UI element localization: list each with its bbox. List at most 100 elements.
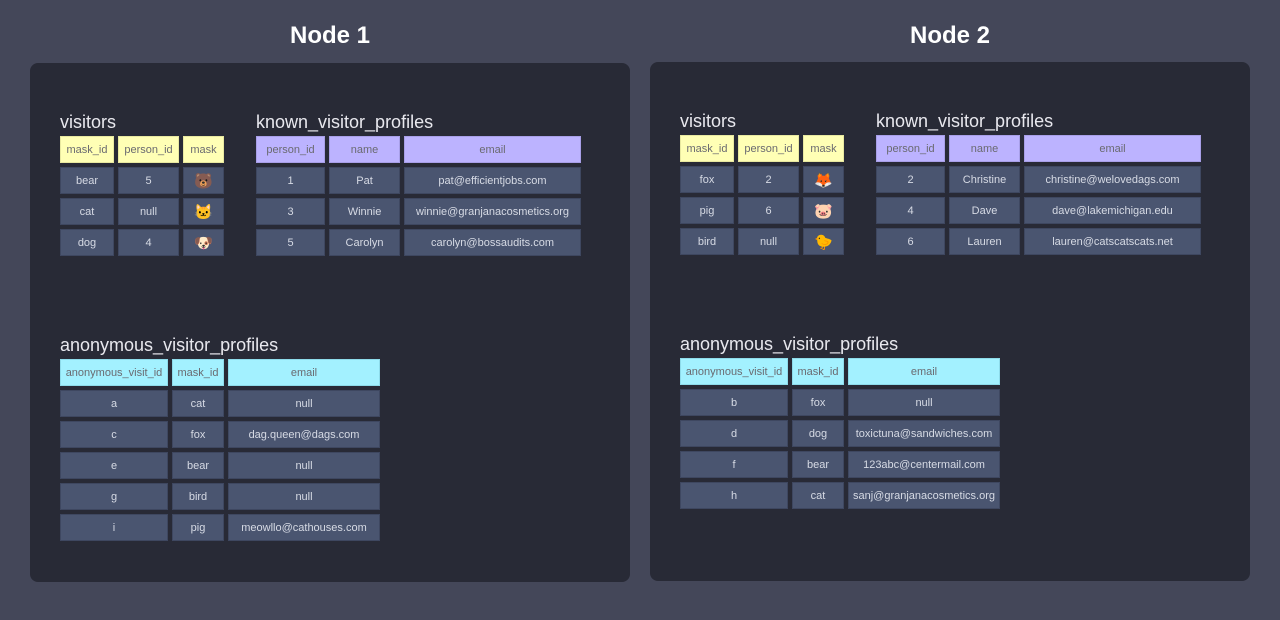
table-cell: dag.queen@dags.com	[228, 421, 380, 448]
table-cell: b	[680, 389, 788, 416]
table-cell: g	[60, 483, 168, 510]
table-row: e bear null	[60, 452, 380, 479]
table-cell: d	[680, 420, 788, 447]
table-row: h cat sanj@granjanacosmetics.org	[680, 482, 1000, 509]
table-anonymous-visitor-profiles: anonymous_visitor_profiles anonymous_visi…	[60, 335, 380, 545]
table-cell: toxictuna@sandwiches.com	[848, 420, 1000, 447]
node-1-panel: visitors mask_id person_id mask bear 5 🐻 cat nul…	[30, 63, 630, 582]
table-cell: Lauren	[949, 228, 1020, 255]
column-header: mask	[803, 135, 844, 162]
table-row: 1 Pat pat@efficientjobs.com	[256, 167, 581, 194]
table-name: visitors	[680, 111, 737, 131]
column-header: email	[848, 358, 1000, 385]
table-cell: bird	[680, 228, 734, 255]
mask-emoji-icon: 🐷	[803, 197, 844, 224]
column-header: person_id	[118, 136, 179, 163]
table-cell: f	[680, 451, 788, 478]
table-row: pig 6 🐷	[680, 197, 844, 224]
header-row: mask_id person_id mask	[60, 136, 224, 163]
table-row: 4 Dave dave@lakemichigan.edu	[876, 197, 1201, 224]
mask-emoji-icon: 🐻	[183, 167, 224, 194]
column-header: email	[1024, 135, 1201, 162]
table-row: bear 5 🐻	[60, 167, 224, 194]
table-cell: bear	[172, 452, 224, 479]
column-header: mask_id	[172, 359, 224, 386]
column-header: name	[949, 135, 1020, 162]
table-cell: 6	[876, 228, 945, 255]
table-cell: 2	[738, 166, 799, 193]
table-cell: Christine	[949, 166, 1020, 193]
node-2-panel: visitors mask_id person_id mask fox 2 🦊 pig 6 🐷 bi…	[650, 62, 1250, 581]
table-row: 3 Winnie winnie@granjanacosmetics.org	[256, 198, 581, 225]
table-row: c fox dag.queen@dags.com	[60, 421, 380, 448]
table-cell: pig	[172, 514, 224, 541]
table-visitors: visitors mask_id person_id mask bear 5 🐻 cat nul…	[60, 112, 224, 260]
table-cell: 5	[256, 229, 325, 256]
table-cell: lauren@catscatscats.net	[1024, 228, 1201, 255]
table-cell: pig	[680, 197, 734, 224]
table-row: fox 2 🦊	[680, 166, 844, 193]
table-cell: 4	[118, 229, 179, 256]
header-row: person_id name email	[256, 136, 581, 163]
table-row: cat null 🐱	[60, 198, 224, 225]
table-row: b fox null	[680, 389, 1000, 416]
table-cell: meowllo@cathouses.com	[228, 514, 380, 541]
column-header: name	[329, 136, 400, 163]
header-row: anonymous_visit_id mask_id email	[60, 359, 380, 386]
table-row: d dog toxictuna@sandwiches.com	[680, 420, 1000, 447]
table-cell: sanj@granjanacosmetics.org	[848, 482, 1000, 509]
table-cell: null	[118, 198, 179, 225]
table-cell: bear	[60, 167, 114, 194]
table-cell: 5	[118, 167, 179, 194]
column-header: anonymous_visit_id	[680, 358, 788, 385]
table-row: 2 Christine christine@welovedags.com	[876, 166, 1201, 193]
table-cell: cat	[172, 390, 224, 417]
table-name: anonymous_visitor_profiles	[680, 334, 899, 354]
table-name: known_visitor_profiles	[256, 112, 434, 132]
table-cell: c	[60, 421, 168, 448]
header-row: anonymous_visit_id mask_id email	[680, 358, 1000, 385]
table-cell: christine@welovedags.com	[1024, 166, 1201, 193]
table-cell: null	[848, 389, 1000, 416]
table-row: dog 4 🐶	[60, 229, 224, 256]
table-visitors: visitors mask_id person_id mask fox 2 🦊 pig 6 🐷 bi…	[680, 111, 844, 259]
table-cell: 6	[738, 197, 799, 224]
column-header: mask_id	[792, 358, 844, 385]
column-header: person_id	[738, 135, 799, 162]
table-cell: bird	[172, 483, 224, 510]
table-cell: cat	[60, 198, 114, 225]
mask-emoji-icon: 🐤	[803, 228, 844, 255]
table-row: i pig meowllo@cathouses.com	[60, 514, 380, 541]
table-cell: Pat	[329, 167, 400, 194]
table-cell: Winnie	[329, 198, 400, 225]
column-header: mask_id	[60, 136, 114, 163]
table-cell: fox	[680, 166, 734, 193]
table-cell: fox	[792, 389, 844, 416]
table-row: 5 Carolyn carolyn@bossaudits.com	[256, 229, 581, 256]
header-row: mask_id person_id mask	[680, 135, 844, 162]
table-cell: 3	[256, 198, 325, 225]
table-known-visitor-profiles: known_visitor_profiles person_id name email…	[256, 112, 581, 260]
table-cell: a	[60, 390, 168, 417]
column-header: email	[228, 359, 380, 386]
column-header: person_id	[876, 135, 945, 162]
table-cell: dog	[60, 229, 114, 256]
table-cell: null	[228, 452, 380, 479]
table-cell: carolyn@bossaudits.com	[404, 229, 581, 256]
header-row: person_id name email	[876, 135, 1201, 162]
table-cell: Carolyn	[329, 229, 400, 256]
table-cell: 2	[876, 166, 945, 193]
table-name: visitors	[60, 112, 117, 132]
table-cell: null	[228, 483, 380, 510]
table-known-visitor-profiles: known_visitor_profiles person_id name email…	[876, 111, 1201, 259]
table-cell: pat@efficientjobs.com	[404, 167, 581, 194]
table-cell: h	[680, 482, 788, 509]
table-cell: null	[228, 390, 380, 417]
mask-emoji-icon: 🦊	[803, 166, 844, 193]
table-name: known_visitor_profiles	[876, 111, 1054, 131]
table-cell: Dave	[949, 197, 1020, 224]
column-header: anonymous_visit_id	[60, 359, 168, 386]
table-cell: fox	[172, 421, 224, 448]
table-anonymous-visitor-profiles: anonymous_visitor_profiles anonymous_visi…	[680, 334, 1000, 513]
table-row: a cat null	[60, 390, 380, 417]
